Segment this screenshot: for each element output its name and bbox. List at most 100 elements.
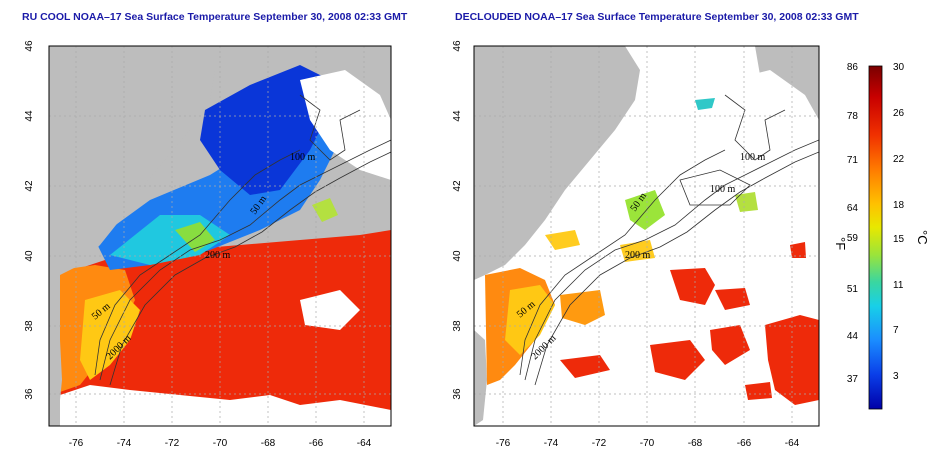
y-tick-label: 44: [24, 110, 35, 122]
f-tick-label: 44: [847, 331, 859, 342]
y-tick-label: 46: [24, 40, 35, 52]
sst-cyan-patch: [695, 98, 715, 110]
bathymetry-contour: [109, 151, 391, 386]
sst-red-patch: [650, 340, 705, 380]
sst-red-patch: [560, 355, 610, 378]
colorbar-scale: [868, 65, 883, 410]
y-tick-label: 42: [24, 180, 35, 192]
f-tick-label: 86: [847, 62, 859, 73]
sst-green-patch: [312, 198, 338, 222]
bathymetry-contour: [299, 94, 361, 161]
contour-label: 100 m: [290, 152, 316, 163]
sst-red-patch: [715, 288, 750, 310]
f-tick-label: 71: [847, 155, 859, 166]
cloud-mask: [300, 290, 360, 330]
y-tick-label: 36: [24, 388, 35, 400]
x-axis-left: -76 -74 -72 -70 -68 -66 -64: [69, 438, 372, 449]
sst-green-patch: [735, 192, 758, 212]
x-tick-label: -74: [544, 438, 559, 449]
f-tick-label: 78: [847, 111, 859, 122]
cloud-mask: [60, 385, 391, 426]
colorbar-fahrenheit-ticks: 86 78 71 64 59 51 44 37: [847, 62, 859, 385]
sst-red-patch: [790, 242, 806, 258]
colorbar-fahrenheit-unit: °F: [833, 237, 848, 250]
right-axes: -76 -74 -72 -70 -68 -66 -64 46 44 42 40 …: [452, 40, 800, 449]
x-tick-label: -64: [785, 438, 800, 449]
y-tick-label: 40: [24, 250, 35, 262]
left-axes: -76 -74 -72 -70 -68 -66 -64 46 44 42 40 …: [24, 40, 372, 449]
c-tick-label: 30: [893, 62, 905, 73]
lat-lon-grid: [474, 46, 819, 426]
x-tick-label: -72: [592, 438, 607, 449]
c-tick-label: 22: [893, 154, 905, 165]
land-coastline: [474, 46, 640, 280]
contour-label: 200 m: [205, 250, 231, 261]
y-axis-right: 46 44 42 40 38 36: [452, 40, 463, 400]
c-tick-label: 3: [893, 371, 899, 382]
f-tick-label: 59: [847, 233, 859, 244]
no-data-region: [730, 70, 819, 180]
x-tick-label: -66: [737, 438, 752, 449]
y-tick-label: 36: [452, 388, 463, 400]
x-tick-label: -64: [357, 438, 372, 449]
f-tick-label: 37: [847, 374, 859, 385]
lat-lon-grid: [49, 46, 391, 426]
bathymetry-contour: [679, 169, 751, 206]
x-tick-label: -68: [261, 438, 276, 449]
sst-red-patch: [745, 382, 772, 400]
x-tick-label: -74: [117, 438, 132, 449]
c-tick-label: 15: [893, 234, 905, 245]
bathymetry-contour: [724, 94, 786, 161]
contour-label: 100 m: [740, 152, 766, 163]
contour-label: 200 m: [625, 250, 651, 261]
x-tick-label: -66: [309, 438, 324, 449]
x-tick-label: -70: [640, 438, 655, 449]
land-coastline: [49, 330, 62, 426]
land-coastline: [474, 330, 487, 426]
c-tick-label: 11: [893, 280, 904, 291]
c-tick-label: 7: [893, 325, 899, 336]
sst-darkblue-north: [200, 65, 330, 195]
left-map-panel: [49, 46, 391, 426]
land-coastline: [49, 46, 215, 280]
no-data-region: [300, 70, 391, 180]
bathymetry-contour: [534, 151, 819, 386]
x-tick-label: -68: [688, 438, 703, 449]
sst-orange-patch: [560, 290, 605, 325]
y-tick-label: 44: [452, 110, 463, 122]
c-tick-label: 18: [893, 200, 905, 211]
sst-red-patch: [765, 315, 819, 405]
bathymetry-contour: [524, 139, 819, 381]
x-tick-label: -76: [496, 438, 511, 449]
y-tick-label: 42: [452, 180, 463, 192]
sst-red-patch: [710, 325, 750, 365]
x-axis-right: -76 -74 -72 -70 -68 -66 -64: [496, 438, 800, 449]
c-tick-label: 26: [893, 108, 905, 119]
y-tick-label: 40: [452, 250, 463, 262]
y-tick-label: 38: [452, 320, 463, 332]
y-tick-label: 46: [452, 40, 463, 52]
colorbar: 86 78 71 64 59 51 44 37 30 26 22 18 15 1…: [833, 62, 930, 410]
f-tick-label: 64: [847, 203, 859, 214]
colorbar-celsius-unit: °C: [915, 230, 930, 245]
right-map-panel: [474, 46, 819, 426]
bathymetry-contour: [94, 149, 301, 376]
bathymetry-contour: [99, 139, 391, 381]
y-axis-left: 46 44 42 40 38 36: [24, 40, 35, 400]
x-tick-label: -76: [69, 438, 84, 449]
f-tick-label: 51: [847, 284, 859, 295]
left-panel-title: RU COOL NOAA–17 Sea Surface Temperature …: [22, 11, 408, 23]
x-tick-label: -70: [213, 438, 228, 449]
contour-label: 100 m: [710, 184, 736, 195]
y-tick-label: 38: [24, 320, 35, 332]
right-map-frame: [473, 45, 820, 427]
sst-yellow-shelf: [80, 290, 140, 380]
x-tick-label: -72: [165, 438, 180, 449]
right-panel-title: DECLOUDED NOAA–17 Sea Surface Temperatur…: [455, 11, 859, 23]
sst-yellow-patch: [545, 230, 580, 250]
sst-red-patch: [670, 268, 715, 305]
colorbar-celsius-ticks: 30 26 22 18 15 11 7 3: [893, 62, 905, 382]
bathymetry-contour: [519, 149, 726, 376]
left-map-frame: [48, 45, 392, 427]
